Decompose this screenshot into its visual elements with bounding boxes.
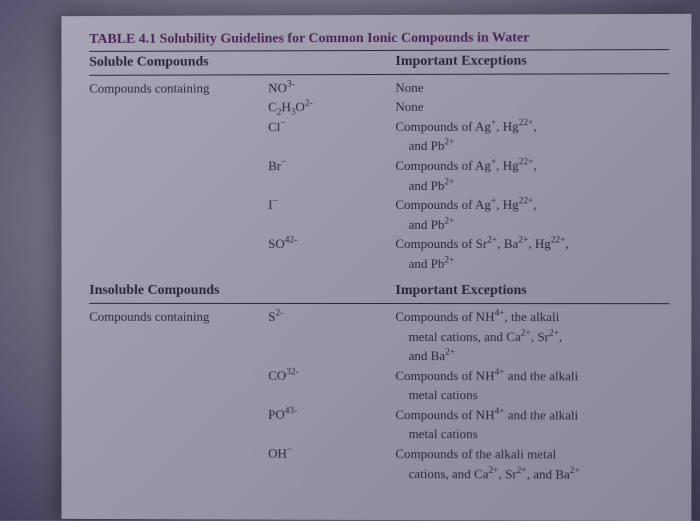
exception-cell: Compounds of NH4+ and the alkali bbox=[395, 406, 669, 424]
ion-cell: Br− bbox=[89, 157, 395, 175]
exception-cell: Compounds of NH4+ and the alkali bbox=[395, 367, 669, 385]
ion-cell bbox=[89, 327, 380, 345]
table-row: Cl− Compounds of Ag+, Hg22+, bbox=[89, 117, 669, 136]
table-row: and Pb2+ bbox=[89, 137, 669, 156]
table-row: and Pb2+ bbox=[89, 176, 669, 194]
table-row: cations, and Ca2+, Sr2+, and Ba2+ bbox=[89, 464, 669, 483]
table-row: and Pb2+ bbox=[89, 255, 669, 273]
ion-formula: C2H3O2- bbox=[268, 98, 312, 116]
ion-prefix bbox=[89, 405, 268, 423]
exception-cell: Compounds of Ag+, Hg22+, bbox=[395, 196, 669, 214]
ion-cell: CO32- bbox=[89, 366, 395, 384]
ion-prefix: Compounds containing bbox=[89, 308, 268, 326]
ion-formula: CO32- bbox=[268, 367, 298, 385]
table-row: metal cations, and Ca2+, Sr2+, bbox=[89, 327, 669, 345]
exception-cell: Compounds of Ag+, Hg22+, bbox=[395, 117, 669, 135]
exception-cell: metal cations bbox=[381, 386, 670, 404]
section2: Insoluble Compounds Important Exceptions… bbox=[89, 282, 669, 483]
ion-formula: Cl− bbox=[268, 118, 286, 136]
exception-cell: cations, and Ca2+, Sr2+, and Ba2+ bbox=[381, 465, 670, 483]
table-row: and Ba2+ bbox=[89, 347, 669, 365]
ion-formula: SO42- bbox=[268, 235, 297, 253]
ion-prefix bbox=[89, 235, 268, 253]
ion-cell: PO43- bbox=[89, 405, 395, 423]
ion-formula: I− bbox=[268, 196, 278, 214]
exception-cell: None bbox=[395, 98, 669, 116]
ion-cell bbox=[89, 386, 380, 404]
table-row: C2H3O2- None bbox=[89, 98, 669, 117]
header-exceptions-2: Important Exceptions bbox=[395, 282, 669, 301]
exception-cell: and Ba2+ bbox=[381, 347, 670, 365]
header-insoluble: Insoluble Compounds bbox=[89, 282, 395, 301]
ion-cell: Compounds containing NO3- bbox=[89, 79, 395, 97]
ion-cell: OH− bbox=[89, 444, 395, 462]
ion-cell bbox=[89, 216, 380, 234]
ion-formula: S2- bbox=[268, 308, 283, 326]
title-row: TABLE 4.1 Solubility Guidelines for Comm… bbox=[89, 28, 669, 52]
table-row: metal cations bbox=[89, 386, 669, 405]
exception-cell: Compounds of NH4+, the alkali bbox=[395, 308, 669, 326]
ion-cell: Cl− bbox=[89, 118, 395, 136]
exception-cell: metal cations bbox=[381, 425, 670, 443]
exception-cell: and Pb2+ bbox=[381, 215, 670, 233]
exception-cell: and Pb2+ bbox=[381, 176, 670, 194]
ion-prefix bbox=[89, 99, 268, 117]
table-row: Compounds containing NO3-None bbox=[89, 78, 669, 97]
ion-prefix bbox=[89, 196, 268, 214]
exception-cell: and Pb2+ bbox=[381, 137, 670, 155]
ion-cell: Compounds containing S2- bbox=[89, 308, 395, 326]
exception-cell: None bbox=[395, 78, 669, 96]
ion-cell bbox=[89, 425, 380, 443]
ion-cell bbox=[89, 137, 380, 155]
ion-formula: PO43- bbox=[268, 406, 297, 424]
ion-prefix bbox=[89, 366, 268, 384]
exception-cell: Compounds of Sr2+, Ba2+, Hg22+, bbox=[395, 235, 669, 253]
exception-cell: Compounds of the alkali metal bbox=[395, 445, 669, 463]
table-row: CO32- Compounds of NH4+ and the alkali bbox=[89, 366, 669, 384]
table-row: Compounds containing S2-Compounds of NH4… bbox=[89, 308, 669, 326]
ion-cell bbox=[89, 464, 380, 482]
section2-header: Insoluble Compounds Important Exceptions bbox=[89, 282, 669, 304]
ion-formula: NO3- bbox=[268, 79, 295, 97]
table-row: SO42- Compounds of Sr2+, Ba2+, Hg22+, bbox=[89, 235, 669, 253]
ion-cell: I− bbox=[89, 196, 395, 214]
table-row: Br− Compounds of Ag+, Hg22+, bbox=[89, 156, 669, 174]
section1-header: Soluble Compounds Important Exceptions bbox=[89, 52, 669, 76]
ion-prefix bbox=[89, 157, 268, 175]
table-row: and Pb2+ bbox=[89, 215, 669, 233]
header-exceptions: Important Exceptions bbox=[395, 52, 669, 72]
section1-body: Compounds containing NO3-NoneC2H3O2-None… bbox=[89, 78, 669, 272]
table-row: metal cations bbox=[89, 425, 669, 444]
table-row: I− Compounds of Ag+, Hg22+, bbox=[89, 196, 669, 214]
ion-prefix bbox=[89, 444, 268, 462]
section2-body: Compounds containing S2-Compounds of NH4… bbox=[89, 308, 669, 483]
ion-prefix bbox=[89, 118, 268, 136]
ion-cell bbox=[89, 177, 380, 195]
ion-formula: Br− bbox=[268, 157, 286, 175]
table-row: OH− Compounds of the alkali metal bbox=[89, 444, 669, 463]
ion-cell bbox=[89, 347, 380, 365]
exception-cell: and Pb2+ bbox=[381, 255, 670, 273]
ion-cell bbox=[89, 255, 380, 273]
table-title: TABLE 4.1 Solubility Guidelines for Comm… bbox=[89, 30, 529, 46]
ion-formula: OH− bbox=[268, 445, 292, 463]
ion-cell: SO42- bbox=[89, 235, 395, 253]
ion-prefix: Compounds containing bbox=[89, 79, 268, 97]
exception-cell: metal cations, and Ca2+, Sr2+, bbox=[381, 328, 670, 346]
exception-cell: Compounds of Ag+, Hg22+, bbox=[395, 156, 669, 174]
table-row: PO43- Compounds of NH4+ and the alkali bbox=[89, 405, 669, 424]
ion-cell: C2H3O2- bbox=[89, 98, 395, 116]
page-surface: TABLE 4.1 Solubility Guidelines for Comm… bbox=[61, 14, 691, 521]
header-soluble: Soluble Compounds bbox=[89, 53, 395, 73]
